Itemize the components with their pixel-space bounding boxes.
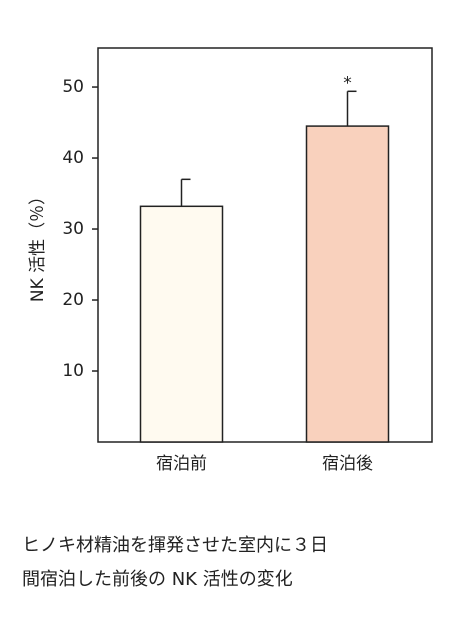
bar: [305, 125, 390, 443]
y-tick-label: 40: [62, 148, 84, 168]
x-tick-label: 宿泊後: [322, 454, 373, 474]
y-tick-label: 20: [62, 290, 84, 310]
annotation: *: [343, 73, 352, 93]
plot-frame: [97, 47, 433, 443]
y-tick-label: 50: [62, 77, 84, 97]
y-tick-label: 10: [62, 361, 84, 381]
caption: ヒノキ材精油を揮発させた室内に３日: [22, 535, 328, 556]
bar: [139, 205, 224, 443]
x-tick-label: 宿泊前: [156, 454, 207, 474]
y-axis-label: NK 活性（％）: [28, 188, 48, 302]
caption: 間宿泊した前後の NK 活性の変化: [22, 569, 293, 590]
y-tick-label: 30: [62, 219, 84, 239]
